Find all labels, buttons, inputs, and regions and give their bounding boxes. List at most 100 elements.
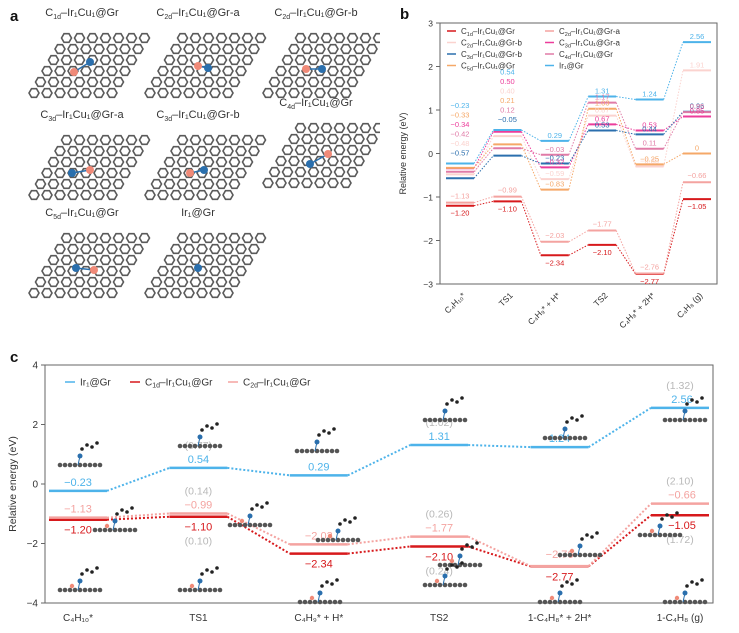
series-C5d–Ir1Cu1@Gr bbox=[446, 107, 711, 191]
carbon-ring bbox=[60, 156, 73, 168]
x-tick-label: TS1 bbox=[189, 613, 208, 624]
carbon-ring bbox=[86, 32, 99, 44]
carbon-atom bbox=[325, 537, 331, 543]
carbon-ring bbox=[235, 167, 247, 179]
connector-line bbox=[226, 512, 291, 546]
connector-line bbox=[663, 70, 684, 167]
x-tick-label: C₄H₈ (g) bbox=[675, 290, 705, 320]
carbon-ring bbox=[41, 167, 53, 179]
carbon-atom bbox=[302, 599, 308, 605]
carbon-ring bbox=[144, 189, 156, 201]
hydrocarbon-atom bbox=[690, 580, 694, 584]
carbon-atom bbox=[257, 522, 263, 528]
x-tick-label: C₄H₈* + 2H* bbox=[617, 290, 657, 330]
carbon-ring bbox=[54, 243, 66, 255]
carbon-ring bbox=[281, 76, 294, 88]
carbon-atom bbox=[437, 562, 443, 568]
carbon-ring bbox=[288, 133, 300, 145]
hydrocarbon-atom bbox=[80, 572, 84, 576]
carbon-ring bbox=[307, 166, 320, 178]
carbon-ring bbox=[215, 156, 228, 168]
carbon-ring bbox=[196, 287, 208, 299]
carbon-ring bbox=[93, 145, 105, 157]
carbon-ring bbox=[34, 178, 47, 190]
hydrocarbon-atom bbox=[685, 402, 689, 406]
carbon-atom bbox=[677, 532, 683, 538]
carbon-ring bbox=[294, 32, 307, 44]
hydrocarbon-atom bbox=[665, 513, 669, 517]
carbon-ring bbox=[215, 276, 228, 288]
x-tick-label: C₄H₁₀* bbox=[63, 613, 93, 624]
carbon-atom bbox=[687, 417, 693, 423]
carbon-ring bbox=[106, 189, 118, 201]
carbon-atom bbox=[315, 537, 321, 543]
carbon-ring bbox=[163, 254, 176, 266]
carbon-ring bbox=[228, 254, 241, 266]
copper-atom bbox=[104, 523, 110, 529]
carbon-atom bbox=[647, 532, 653, 538]
legend-item: C5d–Ir₁Cu₁@Gr bbox=[447, 62, 515, 73]
hydrocarbon-atom bbox=[85, 443, 89, 447]
carbon-atom bbox=[187, 587, 193, 593]
hydrocarbon-atom bbox=[120, 508, 124, 512]
carbon-ring bbox=[294, 166, 307, 178]
carbon-ring bbox=[183, 265, 195, 277]
y-tick-label: 0 bbox=[32, 480, 38, 491]
carbon-ring bbox=[359, 32, 372, 44]
carbon-ring bbox=[163, 156, 176, 168]
carbon-ring bbox=[340, 87, 352, 99]
carbon-atom bbox=[217, 443, 223, 449]
value-label: −2.34 bbox=[305, 559, 333, 571]
connector-line bbox=[568, 108, 589, 190]
value-label: −0.25 bbox=[640, 154, 659, 163]
carbon-ring bbox=[209, 265, 221, 277]
carbon-ring bbox=[41, 189, 53, 201]
carbon-atom bbox=[442, 582, 448, 588]
carbon-ring bbox=[248, 145, 260, 157]
carbon-ring bbox=[196, 145, 208, 157]
carbon-atom bbox=[702, 417, 708, 423]
carbon-ring bbox=[359, 54, 372, 66]
carbon-ring bbox=[215, 232, 228, 244]
hydrocarbon-atom bbox=[455, 400, 459, 404]
value-label: 0.87 bbox=[595, 106, 610, 115]
structure-title: C3d–Ir₁Cu₁@Gr-a bbox=[40, 109, 124, 124]
carbon-atom bbox=[335, 537, 341, 543]
carbon-ring bbox=[80, 65, 92, 77]
value-label: 0.50 bbox=[500, 77, 515, 86]
y-tick-label: −2 bbox=[27, 539, 39, 550]
panel-a-structures bbox=[28, 32, 380, 299]
value-label: 1.31 bbox=[595, 87, 610, 96]
graphene-structure bbox=[262, 32, 380, 99]
y-tick-label: 0 bbox=[428, 149, 433, 159]
carbon-ring bbox=[366, 43, 378, 55]
y-axis-label: Relative energy (eV) bbox=[398, 112, 408, 194]
iridium-atom bbox=[68, 169, 76, 177]
carbon-ring bbox=[262, 87, 274, 99]
carbon-ring bbox=[80, 87, 92, 99]
carbon-ring bbox=[320, 54, 333, 66]
value-label: −1.13 bbox=[64, 504, 92, 516]
legend-item: C2d–Ir₁Cu₁@Gr-b bbox=[447, 39, 523, 50]
x-tick-label: TS2 bbox=[430, 613, 449, 624]
carbon-ring bbox=[288, 155, 300, 167]
value-label: −2.10 bbox=[593, 248, 612, 257]
connector-line bbox=[520, 201, 542, 256]
hydrocarbon-atom bbox=[570, 582, 574, 586]
carbon-ring bbox=[215, 134, 228, 146]
carbon-ring bbox=[301, 133, 313, 145]
carbon-atom bbox=[304, 448, 310, 454]
hydrocarbon-atom bbox=[450, 398, 454, 402]
carbon-ring bbox=[60, 254, 73, 266]
carbon-ring bbox=[346, 32, 359, 44]
connector-line bbox=[521, 155, 541, 164]
hydrocarbon-atom bbox=[348, 520, 352, 524]
hydrocarbon-atom bbox=[215, 566, 219, 570]
carbon-atom bbox=[467, 562, 473, 568]
barrier-label: (1.72) bbox=[666, 534, 693, 546]
carbon-ring bbox=[112, 156, 125, 168]
carbon-atom bbox=[587, 552, 593, 558]
carbon-atom bbox=[662, 417, 668, 423]
value-label: −0.32 bbox=[545, 157, 564, 166]
iridium-atom bbox=[335, 528, 341, 534]
